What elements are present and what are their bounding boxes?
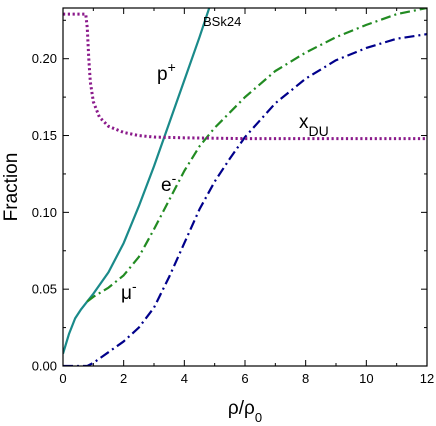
y-tick-label: 0.15 <box>32 128 57 143</box>
y-tick-label: 0.00 <box>32 359 57 374</box>
x-tick-label: 12 <box>420 371 434 386</box>
x-tick-label: 4 <box>181 371 188 386</box>
plot-frame <box>62 7 428 367</box>
x-tick-label: 8 <box>302 371 309 386</box>
y-axis-title: Fraction <box>1 153 22 222</box>
x-tick-label: 2 <box>120 371 127 386</box>
y-tick-label: 0.10 <box>32 205 57 220</box>
axis-labels: 0 2 4 6 8 10 12 0.00 0.05 0.10 0.15 0.20 ρ/ρ0 Fractio… <box>1 51 434 424</box>
axis-ticks <box>62 8 428 367</box>
series-line-muon <box>63 33 427 366</box>
x-tick-label: 10 <box>359 371 373 386</box>
chart-marks <box>63 8 427 366</box>
x-tick-label: 6 <box>241 371 248 386</box>
series-line-xdu <box>63 12 427 141</box>
annotation-proton: p+ <box>157 59 176 85</box>
annotation-muon: μ- <box>121 278 137 304</box>
annotation-xdu: xDU <box>299 112 329 139</box>
x-axis-title: ρ/ρ0 <box>228 398 262 425</box>
y-tick-label: 0.20 <box>32 51 57 66</box>
annotation-model: BSk24 <box>203 14 241 29</box>
x-tick-label: 0 <box>59 371 66 386</box>
series-line-proton <box>63 8 211 355</box>
y-tick-label: 0.05 <box>32 282 57 297</box>
series-line-electron <box>86 8 427 303</box>
